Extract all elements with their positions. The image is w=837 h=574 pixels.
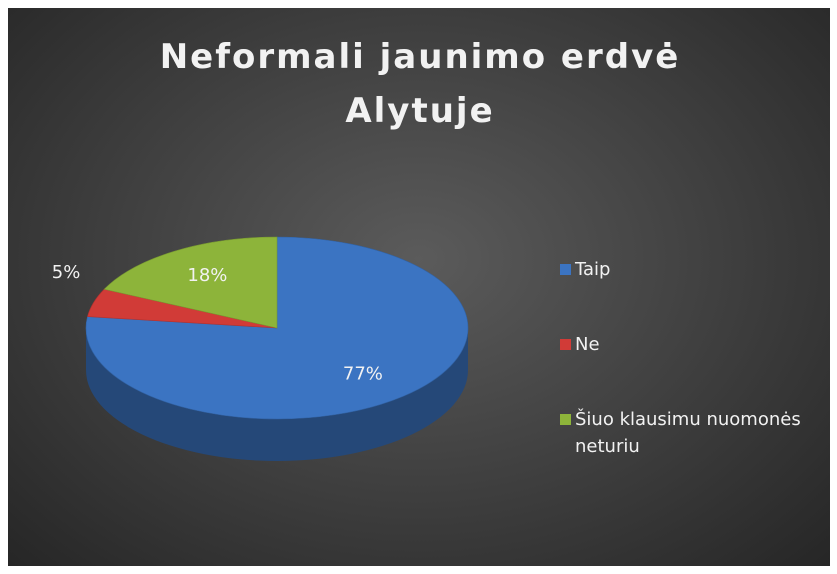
slice-side — [86, 328, 468, 461]
legend-label: Taip — [575, 259, 611, 280]
legend-item: Taip — [560, 256, 820, 331]
legend-label: Ne — [575, 334, 600, 355]
legend-item: Šiuo klausimu nuomonės neturiu — [560, 406, 820, 481]
legend-item: Ne — [560, 331, 820, 406]
data-label: 5% — [52, 262, 81, 283]
slice-top — [103, 236, 278, 329]
pie-slice — [85, 236, 469, 461]
legend-swatch — [560, 339, 571, 350]
legend: Taip Ne Šiuo klausimu nuomonės neturiu — [560, 256, 820, 481]
legend-label: Šiuo klausimu nuomonės neturiu — [575, 409, 801, 457]
data-label: 77% — [343, 363, 383, 384]
chart-title: Neformali jaunimo erdvė Alytuje — [159, 37, 681, 131]
legend-swatch — [560, 264, 571, 275]
pie-slice — [103, 236, 278, 329]
slice-top — [85, 236, 469, 420]
data-label: 18% — [187, 265, 227, 286]
legend-swatch — [560, 414, 571, 425]
